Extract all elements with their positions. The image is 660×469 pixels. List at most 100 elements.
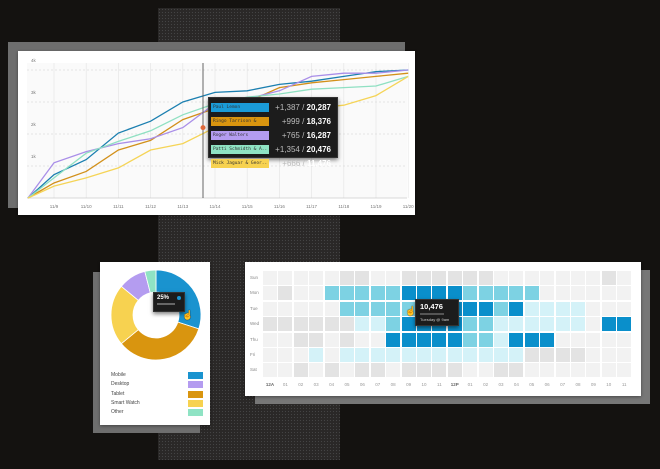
heatmap-cell[interactable]: [601, 301, 616, 316]
heatmap-cell[interactable]: [524, 286, 539, 301]
heatmap-cell[interactable]: [478, 332, 493, 347]
heatmap-cell[interactable]: [478, 363, 493, 378]
heatmap-cell[interactable]: [447, 332, 462, 347]
heatmap-cell[interactable]: [571, 317, 585, 332]
heatmap-cell[interactable]: [309, 301, 324, 316]
heatmap-cell[interactable]: [601, 348, 616, 362]
heatmap-cell[interactable]: [263, 317, 277, 332]
heatmap-cell[interactable]: [540, 348, 555, 362]
heatmap-cell[interactable]: [571, 363, 585, 378]
heatmap-cell[interactable]: [601, 271, 616, 285]
heatmap-cell[interactable]: [571, 301, 585, 316]
heatmap-cell[interactable]: [263, 271, 277, 285]
heatmap-cell[interactable]: [340, 286, 354, 301]
heatmap-cell[interactable]: [386, 286, 401, 301]
heatmap-cell[interactable]: [324, 317, 339, 332]
heatmap-cell[interactable]: [278, 301, 293, 316]
heatmap-cell[interactable]: [324, 363, 339, 378]
heatmap-cell[interactable]: [263, 332, 277, 347]
heatmap-cell[interactable]: [509, 317, 524, 332]
heatmap-cell[interactable]: [494, 286, 508, 301]
heatmap-cell[interactable]: [617, 271, 632, 285]
heatmap-cell[interactable]: [524, 271, 539, 285]
heatmap-cell[interactable]: [417, 286, 431, 301]
heatmap-cell[interactable]: [555, 348, 570, 362]
heatmap-cell[interactable]: [524, 332, 539, 347]
heatmap-cell[interactable]: [355, 332, 370, 347]
heatmap-cell[interactable]: [386, 271, 401, 285]
heatmap-cell[interactable]: [340, 348, 354, 362]
heatmap-cell[interactable]: [494, 348, 508, 362]
heatmap-cell[interactable]: [555, 317, 570, 332]
heatmap-cell[interactable]: [278, 348, 293, 362]
heatmap-cell[interactable]: [355, 317, 370, 332]
heatmap-cell[interactable]: [586, 348, 601, 362]
heatmap-cell[interactable]: [293, 286, 308, 301]
heatmap-cell[interactable]: [617, 317, 632, 332]
heatmap-cell[interactable]: [601, 332, 616, 347]
heatmap-cell[interactable]: [293, 332, 308, 347]
heatmap-cell[interactable]: [555, 363, 570, 378]
heatmap-cell[interactable]: [355, 348, 370, 362]
heatmap-cell[interactable]: [355, 286, 370, 301]
heatmap-cell[interactable]: [509, 348, 524, 362]
heatmap-cell[interactable]: [586, 317, 601, 332]
heatmap-cell[interactable]: [555, 271, 570, 285]
heatmap-cell[interactable]: [278, 286, 293, 301]
heatmap-cell[interactable]: [401, 301, 416, 316]
heatmap-cell[interactable]: [601, 363, 616, 378]
heatmap-cell[interactable]: [309, 317, 324, 332]
heatmap-cell[interactable]: [432, 363, 447, 378]
heatmap-cell[interactable]: [340, 301, 354, 316]
heatmap-cell[interactable]: [555, 286, 570, 301]
heatmap-cell[interactable]: [617, 363, 632, 378]
heatmap-cell[interactable]: [309, 271, 324, 285]
heatmap-cell[interactable]: [478, 348, 493, 362]
heatmap-cell[interactable]: [524, 317, 539, 332]
heatmap-cell[interactable]: [555, 301, 570, 316]
heatmap-cell[interactable]: [540, 317, 555, 332]
heatmap-cell[interactable]: [478, 286, 493, 301]
heatmap-cell[interactable]: [263, 363, 277, 378]
heatmap-cell[interactable]: [571, 286, 585, 301]
heatmap-cell[interactable]: [309, 332, 324, 347]
heatmap-cell[interactable]: [586, 332, 601, 347]
heatmap-cell[interactable]: [509, 301, 524, 316]
heatmap-cell[interactable]: [555, 332, 570, 347]
heatmap-cell[interactable]: [324, 301, 339, 316]
heatmap-cell[interactable]: [309, 286, 324, 301]
heatmap-cell[interactable]: [463, 301, 478, 316]
heatmap-cell[interactable]: [370, 301, 385, 316]
heatmap-cell[interactable]: [263, 301, 277, 316]
heatmap-cell[interactable]: [401, 271, 416, 285]
heatmap-cell[interactable]: [386, 363, 401, 378]
heatmap-cell[interactable]: [586, 271, 601, 285]
heatmap-cell[interactable]: [447, 363, 462, 378]
heatmap-cell[interactable]: [524, 363, 539, 378]
heatmap-cell[interactable]: [586, 301, 601, 316]
heatmap-cell[interactable]: [324, 332, 339, 347]
heatmap-cell[interactable]: [417, 332, 431, 347]
heatmap-cell[interactable]: [324, 286, 339, 301]
heatmap-cell[interactable]: [432, 271, 447, 285]
heatmap-cell[interactable]: [463, 286, 478, 301]
heatmap-cell[interactable]: [401, 286, 416, 301]
heatmap-cell[interactable]: [293, 363, 308, 378]
heatmap-cell[interactable]: [417, 348, 431, 362]
heatmap-cell[interactable]: [494, 301, 508, 316]
heatmap-cell[interactable]: [370, 348, 385, 362]
heatmap-cell[interactable]: [432, 348, 447, 362]
heatmap-cell[interactable]: [509, 332, 524, 347]
heatmap-cell[interactable]: [478, 271, 493, 285]
heatmap-cell[interactable]: [463, 332, 478, 347]
heatmap-cell[interactable]: [340, 363, 354, 378]
heatmap-cell[interactable]: [278, 317, 293, 332]
heatmap-cell[interactable]: [324, 271, 339, 285]
heatmap-cell[interactable]: [509, 271, 524, 285]
heatmap-cell[interactable]: [586, 363, 601, 378]
heatmap-cell[interactable]: [293, 348, 308, 362]
heatmap-cell[interactable]: [601, 317, 616, 332]
heatmap-cell[interactable]: [386, 317, 401, 332]
heatmap-cell[interactable]: [463, 271, 478, 285]
heatmap-cell[interactable]: [370, 317, 385, 332]
